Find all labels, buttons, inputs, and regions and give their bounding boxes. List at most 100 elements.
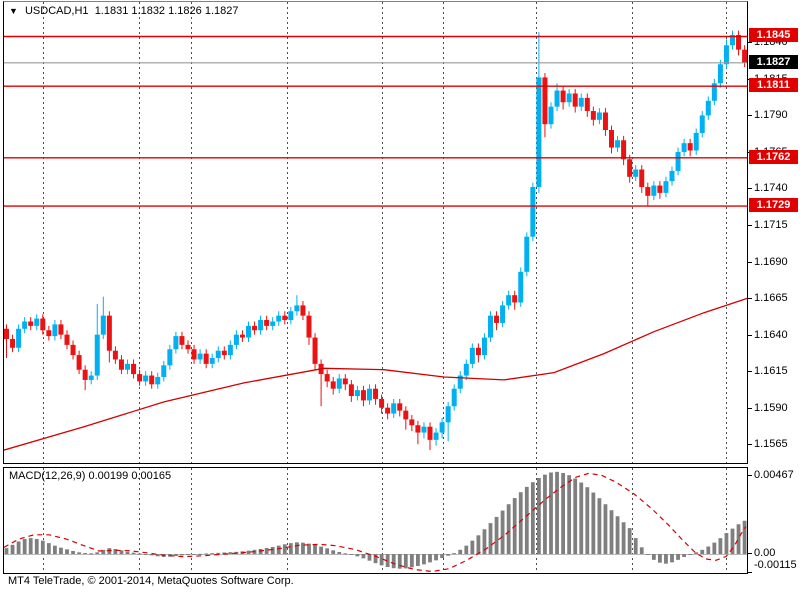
candle-body	[324, 374, 330, 382]
candle-body	[415, 425, 421, 433]
candle-body	[590, 111, 596, 120]
price-tick	[747, 261, 752, 263]
price-tick	[747, 444, 752, 446]
candle-body	[566, 93, 572, 103]
candle-body	[276, 315, 282, 322]
candle-body	[530, 187, 536, 237]
price-tick-label: 1.1590	[754, 401, 788, 414]
candle-body	[445, 406, 451, 423]
candle-body	[4, 328, 9, 340]
candle-body	[609, 130, 614, 148]
price-tick-label: 1.1665	[754, 292, 788, 305]
candle-body	[270, 321, 276, 326]
candle-body	[427, 426, 433, 440]
candle-body	[252, 325, 258, 331]
price-tick-label: 1.1640	[754, 328, 788, 341]
price-tick	[747, 42, 752, 44]
macd-value: 0.00199	[88, 470, 129, 482]
candle-body	[112, 350, 118, 360]
candle-body	[137, 374, 143, 382]
price-level-badge: 1.1845	[749, 28, 798, 43]
candle-body	[143, 375, 149, 382]
candle-body	[717, 64, 723, 84]
candle-body	[64, 334, 70, 345]
price-tick-label: 1.1715	[754, 218, 788, 231]
macd-tick-label: 0.00467	[754, 468, 794, 481]
candle-body	[409, 419, 415, 426]
candle-body	[294, 305, 300, 312]
candle-body	[621, 140, 627, 160]
candle-body	[433, 432, 439, 440]
macd-chart[interactable]	[4, 468, 747, 573]
candle-body	[512, 295, 518, 303]
macd-tick	[747, 474, 752, 476]
candle-body	[602, 112, 608, 131]
candle-body	[94, 334, 100, 376]
candle-body	[100, 315, 106, 335]
candle-body	[118, 359, 124, 370]
candle-body	[451, 388, 457, 407]
price-tick	[747, 188, 752, 190]
candle-body	[488, 315, 493, 338]
candle-body	[167, 349, 173, 366]
candle-body	[542, 77, 548, 125]
candle-body	[391, 403, 397, 414]
candle-body	[227, 344, 233, 356]
candle-body	[481, 337, 487, 356]
candle-body	[342, 378, 348, 385]
macd-histogram	[4, 471, 747, 569]
quote-high: 1.1832	[131, 5, 166, 17]
candle-body	[742, 49, 747, 63]
candle-body	[475, 347, 481, 356]
candle-body	[52, 324, 58, 337]
candle-body	[155, 377, 161, 385]
macd-tick	[747, 571, 752, 573]
symbol-label: USDCAD,H1	[24, 5, 89, 17]
candle-body	[675, 151, 681, 171]
candle-body	[82, 369, 88, 380]
symbol-dropdown-icon[interactable]: ▼	[9, 6, 18, 16]
candle-body	[494, 315, 500, 323]
candle-body	[233, 334, 239, 345]
price-tick-label: 1.1740	[754, 182, 788, 195]
level-lines	[4, 35, 747, 207]
candle-body	[258, 320, 264, 331]
grid	[43, 468, 727, 573]
candle-body	[300, 305, 306, 316]
candle-body	[645, 187, 651, 196]
candle-body	[633, 169, 639, 177]
candlestick-chart[interactable]	[4, 2, 747, 463]
price-tick-label: 1.1615	[754, 365, 788, 378]
candle-body	[106, 315, 112, 351]
candle-body	[288, 311, 294, 321]
candle-body	[615, 140, 621, 148]
candle-body	[693, 132, 699, 151]
candle-body	[203, 353, 209, 364]
candle-body	[373, 388, 379, 399]
copyright-label: MT4 TeleTrade, © 2001-2014, MetaQuotes S…	[8, 575, 294, 587]
main-chart-panel[interactable]	[3, 1, 748, 464]
price-tick	[747, 298, 752, 300]
candle-body	[518, 271, 524, 303]
candle-body	[264, 320, 270, 326]
candle-body	[536, 77, 542, 188]
grid	[43, 2, 727, 463]
candle-body	[457, 375, 463, 389]
candle-body	[681, 143, 687, 152]
candle-body	[215, 350, 221, 359]
candle-body	[639, 169, 645, 188]
candle-body	[439, 422, 445, 433]
price-tick	[747, 115, 752, 117]
macd-tick-label: -0.00115	[754, 558, 797, 571]
candle-body	[191, 349, 197, 360]
candle-body	[560, 90, 566, 103]
price-scale[interactable]: 1.18401.18151.17901.17651.17401.17151.16…	[746, 0, 800, 578]
chart-title: ▼ USDCAD,H1 1.1831 1.1832 1.1826 1.1827	[9, 5, 239, 17]
macd-indicator-panel[interactable]	[3, 467, 748, 574]
candle-body	[651, 185, 657, 196]
candle-body	[336, 378, 342, 389]
candle-body	[463, 363, 469, 376]
candle-body	[663, 181, 669, 193]
candle-body	[578, 97, 584, 107]
